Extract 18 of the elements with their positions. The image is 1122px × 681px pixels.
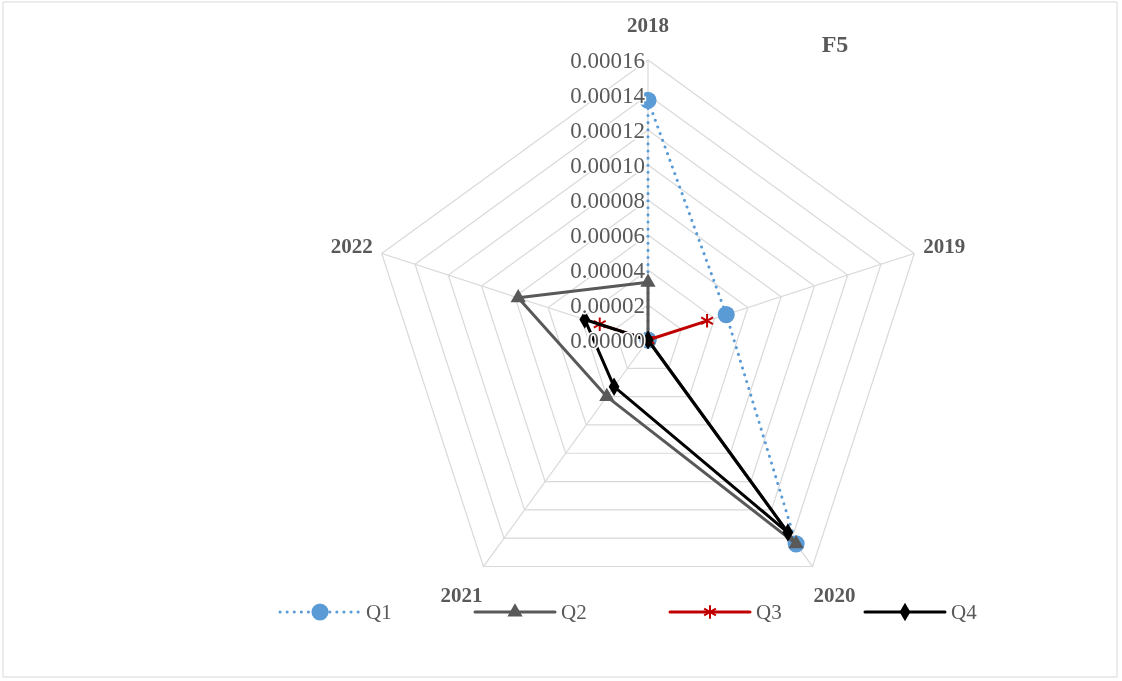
y-tick-label: 0.00006: [570, 223, 645, 248]
legend-label: Q4: [951, 600, 978, 624]
y-tick-label: 0.00010: [570, 153, 645, 178]
y-tick-label: 0.00014: [570, 83, 646, 108]
text: F5: [821, 31, 849, 57]
legend-label: Q3: [756, 600, 782, 624]
spoke-label: 2019: [923, 233, 966, 258]
spoke-label: 2018: [627, 13, 669, 37]
legend-label: Q1: [366, 600, 392, 624]
spoke-label: 2020: [813, 583, 856, 608]
legend-label: Q2: [561, 600, 587, 624]
y-tick-label: 0.00002: [570, 293, 645, 318]
spoke-label: 2022: [330, 233, 373, 258]
y-tick-label: 0.00008: [570, 188, 645, 213]
y-tick-label: 0.00016: [570, 48, 645, 73]
y-tick-label: 0.00004: [570, 258, 646, 283]
y-tick-label: 0.00012: [570, 118, 645, 143]
spoke-label: 2021: [440, 583, 483, 608]
